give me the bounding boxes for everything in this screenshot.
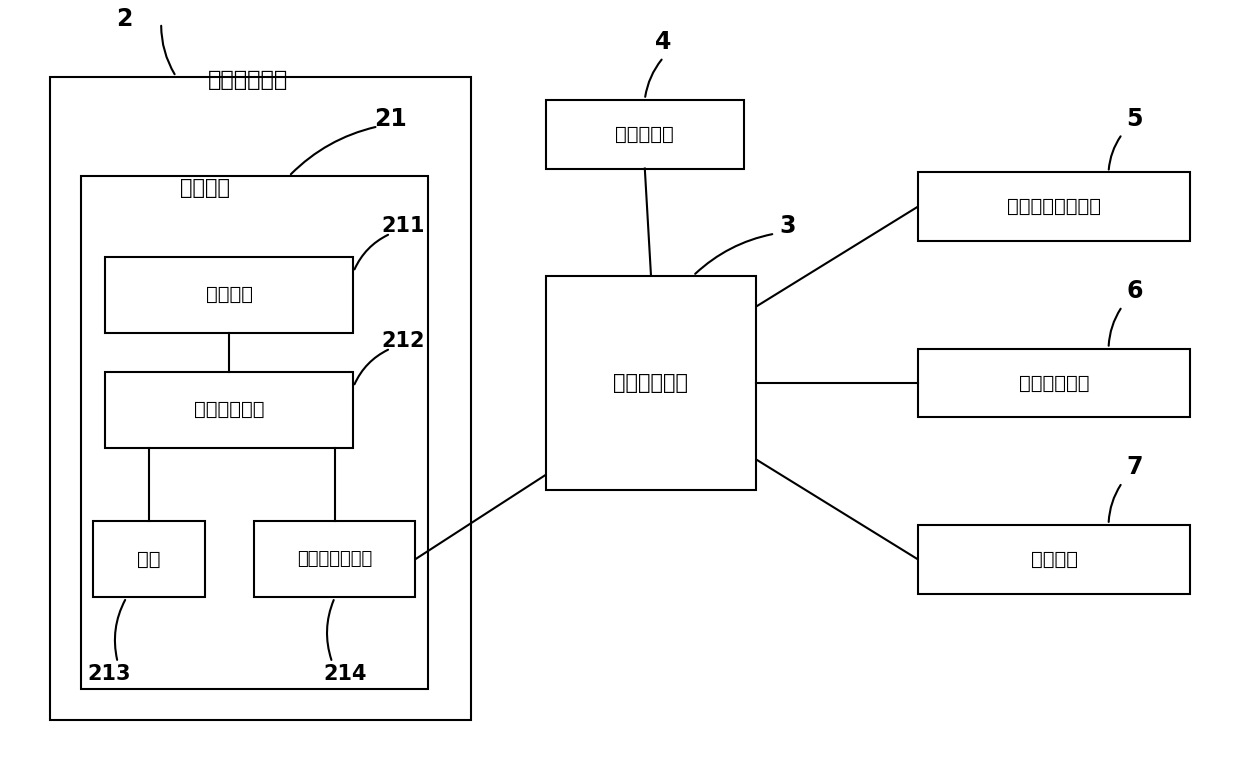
- FancyBboxPatch shape: [918, 525, 1190, 594]
- Text: 驱动电路模块: 驱动电路模块: [195, 401, 264, 419]
- Text: 脑电信号采集系统: 脑电信号采集系统: [1007, 198, 1101, 216]
- Text: 核心控制系统: 核心控制系统: [614, 373, 688, 393]
- FancyBboxPatch shape: [105, 257, 353, 333]
- Text: 电机: 电机: [138, 550, 160, 568]
- FancyBboxPatch shape: [81, 176, 428, 689]
- Text: 轮椅车架: 轮椅车架: [180, 178, 229, 198]
- FancyBboxPatch shape: [918, 349, 1190, 417]
- Text: 3: 3: [779, 214, 796, 238]
- Text: 传感器系统: 传感器系统: [615, 125, 675, 143]
- FancyBboxPatch shape: [93, 521, 205, 597]
- Text: 2: 2: [115, 7, 133, 31]
- Text: 人机交互系统: 人机交互系统: [1019, 374, 1089, 392]
- Text: 7: 7: [1126, 455, 1143, 480]
- Text: 4: 4: [655, 30, 672, 54]
- FancyBboxPatch shape: [918, 172, 1190, 241]
- Text: 21: 21: [374, 106, 407, 131]
- Text: 213: 213: [87, 664, 131, 684]
- FancyBboxPatch shape: [105, 372, 353, 448]
- FancyBboxPatch shape: [546, 276, 756, 490]
- Text: 轮椅运动控制器: 轮椅运动控制器: [298, 550, 372, 568]
- Text: 6: 6: [1126, 279, 1143, 303]
- Text: 214: 214: [322, 664, 367, 684]
- FancyBboxPatch shape: [50, 77, 471, 720]
- Text: 5: 5: [1126, 106, 1143, 131]
- Text: 212: 212: [381, 331, 425, 351]
- FancyBboxPatch shape: [254, 521, 415, 597]
- Text: 通讯系统: 通讯系统: [1030, 550, 1078, 568]
- Text: 211: 211: [381, 216, 425, 236]
- Text: 电源模块: 电源模块: [206, 286, 253, 304]
- FancyBboxPatch shape: [546, 100, 744, 169]
- Text: 电动轮椅底盘: 电动轮椅底盘: [208, 70, 288, 90]
